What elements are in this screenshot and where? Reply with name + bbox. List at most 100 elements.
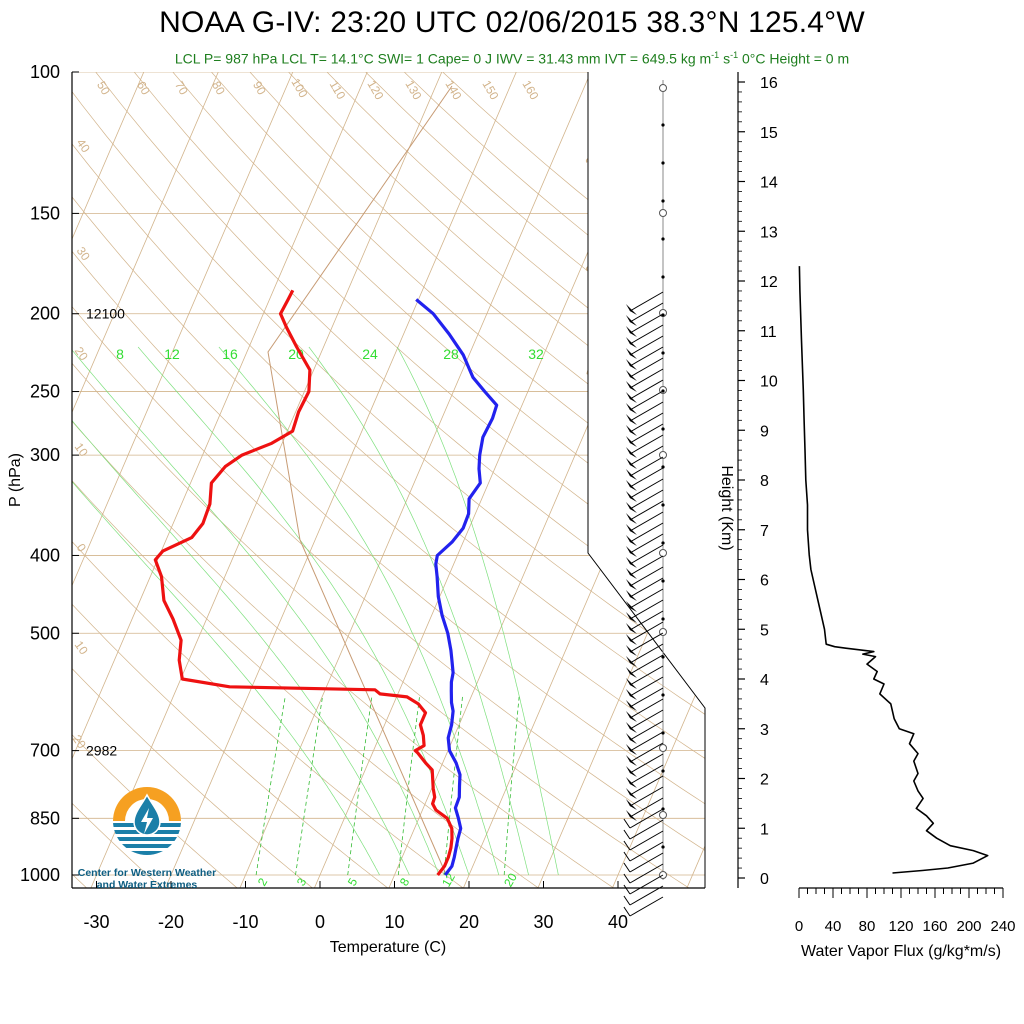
wind-level-marker	[659, 744, 667, 752]
wind-barb-feather	[623, 906, 631, 917]
y-tick-label: 200	[30, 304, 60, 324]
y-tick-label: 1000	[20, 865, 60, 885]
flux-y-tick-label: 3	[760, 722, 769, 739]
wind-barb	[629, 731, 664, 752]
wind-barb-flag	[625, 667, 637, 678]
wind-dot	[661, 237, 665, 241]
subtitle-exp-1: -1	[711, 50, 720, 60]
logo-bolt-icon	[141, 808, 153, 834]
mixing-ratio-label: 3	[294, 875, 310, 888]
dry-adiabat-label: 20	[72, 344, 91, 363]
wind-barb-flag	[625, 546, 637, 557]
logo-sun-ring	[113, 787, 181, 821]
dry-adiabat-label: 10	[72, 638, 91, 657]
x-tick-label: -10	[232, 912, 258, 932]
wind-barb	[629, 885, 664, 906]
wind-barb	[629, 577, 664, 598]
mixing-ratio-line	[347, 696, 373, 876]
isotherm-line	[72, 72, 145, 240]
y-tick-label: 850	[30, 808, 60, 828]
dry-adiabat-label: 110	[327, 78, 349, 102]
wind-barb-feather	[623, 818, 631, 829]
wind-barb	[629, 830, 664, 851]
flux-y-tick-label: 13	[760, 224, 778, 241]
wind-barb	[629, 368, 664, 389]
wind-barb-flag	[625, 788, 637, 799]
wind-barb-flag	[625, 392, 637, 403]
logo-text-line1: Center for Western Weather	[78, 867, 216, 879]
wind-barb	[629, 544, 664, 565]
wind-barb	[629, 610, 664, 631]
flux-y-tick-label: 8	[760, 473, 769, 490]
dry-adiabat-line	[72, 143, 705, 715]
subtitle-text-1: LCL P= 987 hPa LCL T= 14.1°C SWI= 1 Cape…	[174, 50, 712, 67]
wind-barb-flag	[625, 469, 637, 480]
dry-adiabat-line	[172, 72, 705, 549]
wind-barb	[629, 621, 664, 642]
wind-barb	[629, 720, 664, 741]
temperature-profile	[415, 298, 499, 876]
dry-adiabat-line	[95, 72, 705, 630]
isotherm-line	[612, 671, 705, 888]
mixing-ratio-label: 12	[439, 870, 458, 889]
wind-barb	[629, 434, 664, 455]
wind-barb-flag	[625, 436, 637, 447]
wind-barb-flag	[625, 425, 637, 436]
wind-barb-flag	[625, 381, 637, 392]
isotherm-line	[761, 72, 1024, 888]
wind-barb-flag	[625, 645, 637, 656]
wind-barb	[629, 874, 664, 895]
moist-adiabat-line	[308, 346, 529, 876]
y-tick-label: 100	[30, 62, 60, 82]
wind-barb	[629, 676, 664, 697]
moist-adiabat-line	[218, 346, 500, 876]
wind-barb	[629, 698, 664, 719]
moist-adiabat-label: 8	[116, 346, 124, 362]
wind-barb	[629, 445, 664, 466]
wind-barb	[629, 654, 664, 675]
wind-barb-flag	[625, 491, 637, 502]
sounding-curves	[153, 289, 499, 876]
wind-level-marker	[659, 451, 667, 459]
wind-barb-flag	[625, 304, 637, 315]
wind-barb	[629, 478, 664, 499]
wind-barb	[629, 291, 664, 312]
wind-barb	[629, 357, 664, 378]
wind-barbs	[623, 80, 667, 917]
wind-barb-flag	[625, 337, 637, 348]
wind-barb-flag	[625, 711, 637, 722]
wind-barb-region-edge	[587, 72, 706, 888]
isotherm-line	[72, 72, 219, 414]
dry-adiabat-label: 120	[364, 78, 386, 103]
wind-barb-flag	[625, 623, 637, 634]
dry-adiabat-line	[133, 72, 705, 589]
wind-barb	[629, 709, 664, 730]
wind-barb-flag	[625, 326, 637, 337]
wind-barb-flag	[625, 579, 637, 590]
wind-barb-flag	[625, 447, 637, 458]
wind-barb-flag	[625, 359, 637, 370]
y-tick-label: 150	[30, 203, 60, 223]
wind-dot	[661, 351, 665, 355]
dry-adiabat-label: 10	[72, 440, 91, 459]
wind-barb-flag	[625, 502, 637, 513]
mixing-ratio-line	[397, 696, 420, 876]
isotherm-line	[72, 72, 294, 587]
dry-adiabat-label: 80	[209, 79, 228, 98]
flux-x-tick-label: 240	[990, 918, 1015, 935]
flux-y-tick-label: 15	[760, 125, 778, 142]
dry-adiabat-label: 160	[519, 78, 541, 103]
moist-adiabat-line	[72, 419, 410, 876]
wind-barb-flag	[625, 590, 637, 601]
wind-barb	[629, 588, 664, 609]
isotherm-line	[537, 498, 705, 888]
wind-barb	[629, 511, 664, 532]
wind-barb-flag	[625, 458, 637, 469]
wind-barb	[629, 500, 664, 521]
wind-barb-flag	[625, 414, 637, 425]
wind-barb	[629, 489, 664, 510]
wind-dot	[661, 541, 665, 545]
flux-profile-line	[798, 266, 989, 874]
